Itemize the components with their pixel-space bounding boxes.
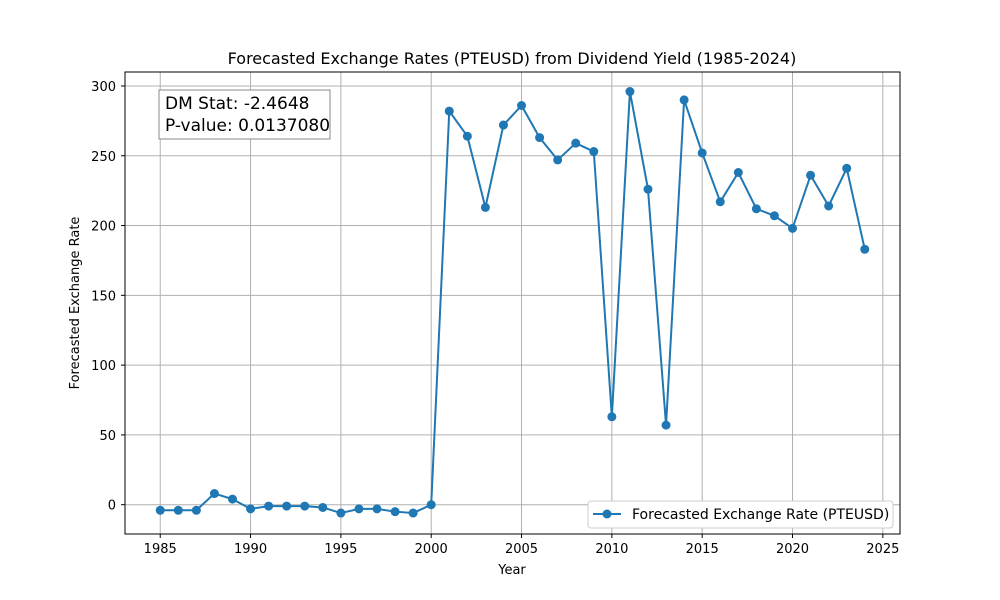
- x-tick-label: 1990: [234, 542, 267, 557]
- data-point-1986: [173, 505, 183, 515]
- x-tick-label: 2000: [415, 542, 448, 557]
- data-point-1991: [264, 501, 274, 511]
- data-point-2012: [643, 184, 653, 194]
- data-point-2013: [661, 420, 671, 430]
- x-tick-label: 1995: [324, 542, 357, 557]
- data-point-2003: [480, 202, 490, 212]
- data-point-2014: [679, 95, 689, 105]
- y-axis-label: Forecasted Exchange Rate: [68, 217, 83, 390]
- x-tick-label: 2005: [505, 542, 538, 557]
- data-point-2002: [462, 131, 472, 141]
- data-point-2005: [517, 101, 527, 110]
- data-point-2001: [444, 106, 454, 116]
- data-point-1999: [408, 508, 418, 518]
- data-point-2007: [553, 155, 563, 165]
- data-point-2015: [697, 148, 707, 158]
- x-tick-label: 2015: [686, 542, 719, 557]
- x-tick-label: 2020: [776, 542, 809, 557]
- data-point-1985: [155, 505, 165, 515]
- legend-box: [587, 500, 894, 529]
- axis-ticks: 1985 1990 1995 2000 2005 2010 2015 2020 2025 0 50 1…: [91, 80, 899, 557]
- series-line: [160, 90, 866, 515]
- data-point-2018: [751, 204, 761, 214]
- data-point-1996: [354, 504, 364, 514]
- x-tick-label: 1985: [144, 542, 177, 557]
- p-value-text: P-value: 0.0137080: [165, 116, 330, 136]
- plot-frame: [124, 71, 901, 535]
- data-point-1990: [246, 504, 256, 514]
- data-point-1994: [318, 502, 328, 512]
- data-point-1992: [282, 501, 292, 511]
- y-tick-label: 300: [91, 80, 116, 95]
- data-point-2017: [733, 168, 743, 177]
- data-point-2023: [842, 163, 852, 173]
- x-tick-label: 2025: [866, 542, 899, 557]
- data-point-2006: [535, 133, 545, 143]
- plot-area: [125, 72, 900, 534]
- data-point-2000: [426, 500, 436, 510]
- data-point-2008: [571, 138, 581, 148]
- data-point-1998: [390, 507, 400, 517]
- legend-label: Forecasted Exchange Rate (PTEUSD): [632, 507, 889, 523]
- x-axis-label: Year: [497, 563, 526, 578]
- data-point-2004: [498, 120, 508, 130]
- data-point-1989: [227, 494, 237, 504]
- y-tick-label: 50: [99, 429, 116, 444]
- y-tick-label: 0: [108, 499, 116, 514]
- data-point-1988: [209, 489, 219, 499]
- data-point-2016: [715, 197, 725, 207]
- data-point-1997: [372, 504, 382, 514]
- x-tick-label: 2010: [595, 542, 628, 557]
- data-point-1993: [300, 501, 310, 511]
- data-point-2019: [769, 211, 779, 221]
- data-point-2009: [589, 147, 599, 157]
- y-tick-label: 200: [91, 220, 116, 235]
- chart-title: Forecasted Exchange Rates (PTEUSD) from …: [228, 49, 797, 68]
- y-tick-label: 150: [91, 289, 116, 304]
- legend-marker-swatch: [602, 509, 612, 519]
- data-point-1987: [191, 505, 201, 515]
- y-tick-label: 250: [91, 150, 116, 165]
- data-point-2010: [607, 412, 617, 422]
- data-point-2022: [824, 201, 834, 211]
- stats-box: [158, 89, 331, 140]
- legend: Forecasted Exchange Rate (PTEUSD): [587, 500, 894, 529]
- data-point-2024: [860, 244, 870, 254]
- data-point-2020: [788, 223, 798, 233]
- dm-stat-text: DM Stat: -2.4648: [165, 94, 309, 114]
- data-point-2011: [625, 87, 635, 97]
- stats-annotation: DM Stat: -2.4648 P-value: 0.0137080: [158, 89, 331, 140]
- data-point-2021: [806, 170, 816, 180]
- series-layer: [155, 87, 870, 518]
- data-point-1995: [336, 508, 346, 518]
- y-tick-label: 100: [91, 359, 116, 374]
